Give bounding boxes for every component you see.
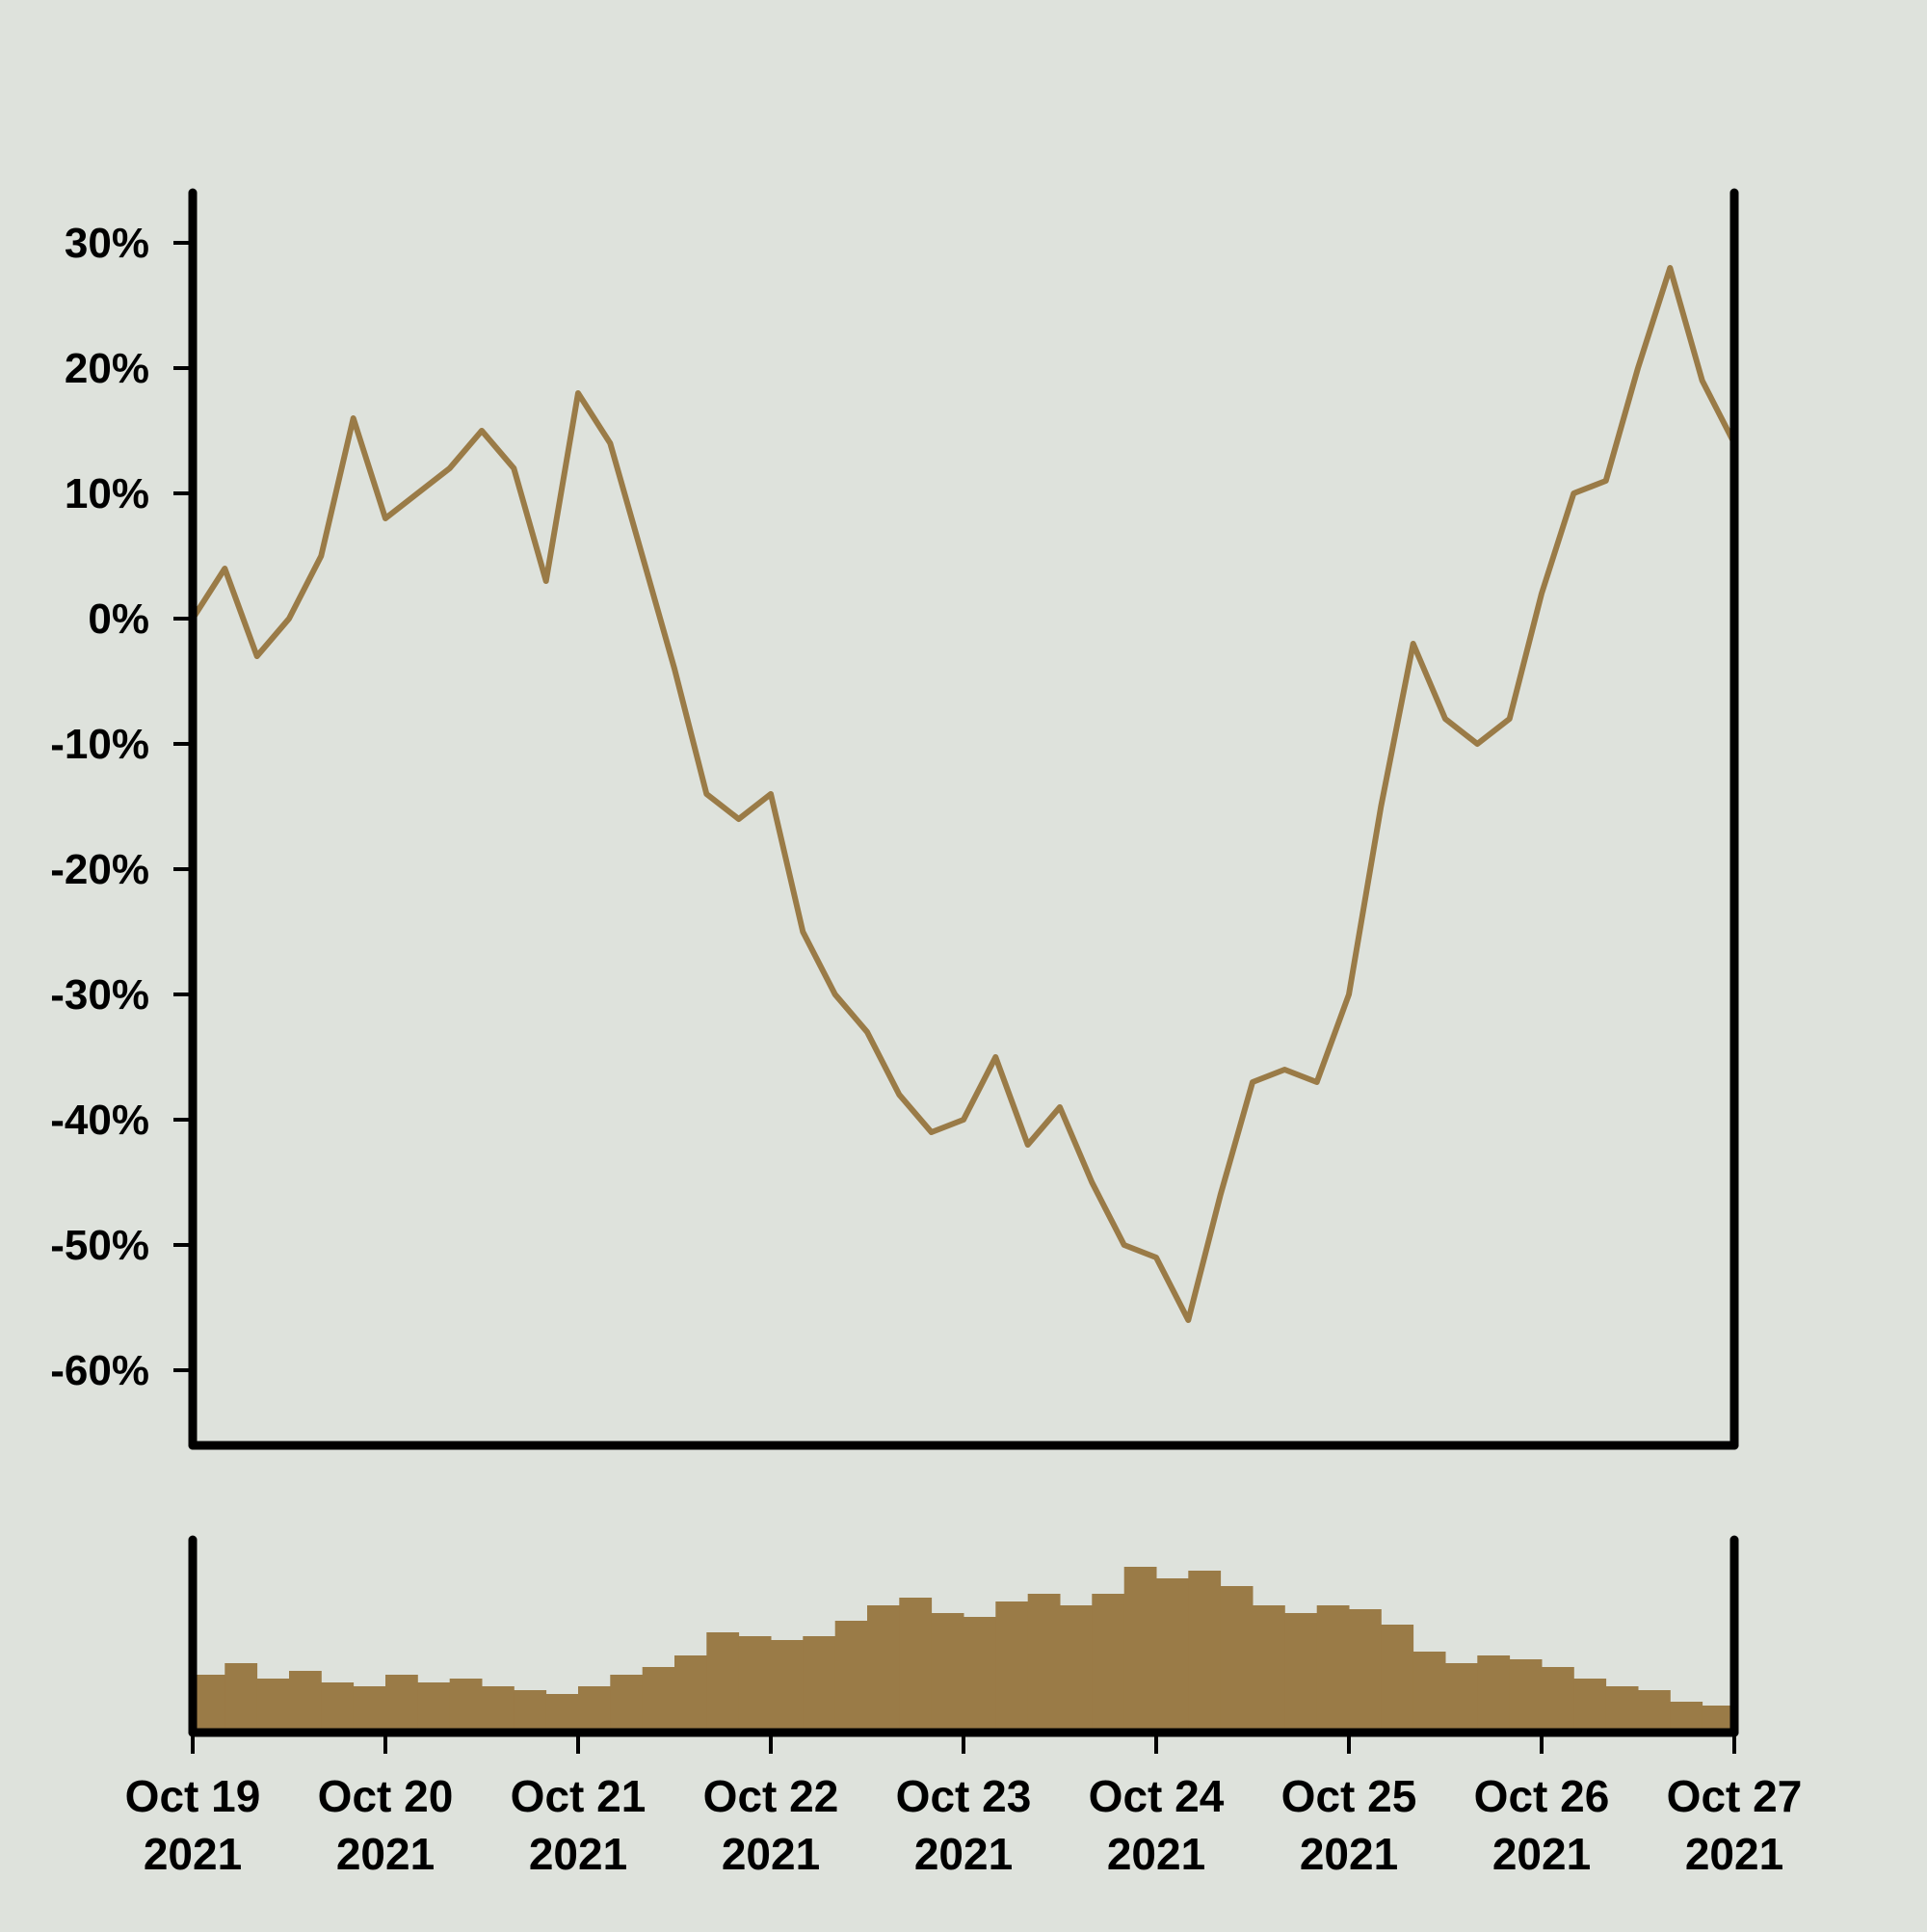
volume-bar: [578, 1686, 611, 1733]
volume-bar: [482, 1686, 515, 1733]
x-tick-label-date: Oct 21: [511, 1771, 647, 1821]
volume-bar: [706, 1632, 740, 1733]
volume-bar: [995, 1601, 1029, 1733]
x-tick-label-year: 2021: [1300, 1829, 1398, 1879]
x-tick-label-date: Oct 19: [125, 1771, 261, 1821]
volume-bar: [1253, 1605, 1285, 1733]
volume-bar: [1188, 1571, 1222, 1733]
price-line: [190, 265, 1737, 1323]
volume-bar: [674, 1655, 707, 1733]
x-tick-label-date: Oct 22: [703, 1771, 839, 1821]
y-tick-label: 0%: [88, 595, 149, 643]
volume-bar: [385, 1675, 418, 1733]
volume-bar: [771, 1640, 804, 1733]
volume-bar: [1092, 1594, 1125, 1733]
volume-bar: [738, 1636, 772, 1733]
volume-bar: [256, 1679, 290, 1733]
volume-bar: [1381, 1625, 1414, 1733]
volume-bar: [834, 1621, 868, 1733]
volume-bar: [514, 1690, 547, 1733]
volume-bar: [449, 1679, 483, 1733]
volume-bar: [417, 1682, 451, 1733]
volume-bar: [353, 1686, 386, 1733]
y-tick-label: 20%: [65, 345, 149, 392]
y-tick-label: -50%: [50, 1222, 149, 1269]
x-tick-label-year: 2021: [1685, 1829, 1783, 1879]
volume-bar: [964, 1617, 996, 1733]
volume-bar: [1509, 1659, 1543, 1733]
x-tick-label-date: Oct 26: [1474, 1771, 1610, 1821]
volume-bar: [224, 1663, 258, 1733]
x-tick-label-year: 2021: [529, 1829, 627, 1879]
volume-bar: [1123, 1567, 1157, 1733]
x-tick-label-year: 2021: [914, 1829, 1013, 1879]
volume-bar: [1156, 1578, 1189, 1733]
volume-bar: [1573, 1679, 1607, 1733]
volume-bar: [1027, 1594, 1061, 1733]
volume-bar: [321, 1682, 355, 1733]
x-tick-label-date: Oct 27: [1667, 1771, 1803, 1821]
volume-bar: [1060, 1605, 1093, 1733]
y-tick-label: 10%: [65, 470, 149, 517]
volume-bar: [1542, 1667, 1574, 1733]
y-tick-label: -30%: [50, 971, 149, 1019]
y-tick-label: -20%: [50, 846, 149, 893]
x-tick-label-year: 2021: [336, 1829, 435, 1879]
volume-bar: [1220, 1586, 1254, 1733]
x-tick-label-year: 2021: [144, 1829, 242, 1879]
x-tick-label-date: Oct 23: [896, 1771, 1032, 1821]
volume-bar: [289, 1671, 322, 1733]
volume-bar: [193, 1675, 225, 1733]
volume-bar: [1477, 1655, 1511, 1733]
y-tick-label: -60%: [50, 1347, 149, 1394]
x-tick-label-date: Oct 25: [1281, 1771, 1417, 1821]
volume-bar: [610, 1675, 644, 1733]
y-tick-label: -40%: [50, 1097, 149, 1144]
x-tick-label-date: Oct 24: [1089, 1771, 1225, 1821]
volume-bar: [1412, 1652, 1446, 1733]
volume-panel: Oct 19 2021 Oct 20 2021 Oct 21 2021 Oct 22 2021…: [125, 1535, 1803, 1879]
volume-bar: [803, 1636, 836, 1733]
x-tick-label-year: 2021: [722, 1829, 820, 1879]
x-tick-label-date: Oct 20: [318, 1771, 454, 1821]
volume-bar: [642, 1667, 675, 1733]
volume-bar: [899, 1598, 933, 1733]
volume-bar: [1445, 1663, 1478, 1733]
volume-bar: [1605, 1686, 1639, 1733]
volume-bar: [545, 1694, 579, 1733]
volume-bar: [867, 1605, 900, 1733]
x-tick-label-year: 2021: [1492, 1829, 1591, 1879]
x-tick-label-year: 2021: [1107, 1829, 1205, 1879]
volume-bar: [1349, 1609, 1382, 1733]
volume-bar: [1702, 1706, 1735, 1733]
y-tick-label: 30%: [65, 220, 149, 267]
volume-bar: [1638, 1690, 1671, 1733]
volume-bar: [931, 1613, 964, 1733]
volume-bar: [1316, 1605, 1350, 1733]
y-tick-label: -10%: [50, 721, 149, 768]
volume-bar: [1284, 1613, 1318, 1733]
volume-bar: [1670, 1702, 1703, 1733]
price-panel: 30% 20% 10% 0% -10% -20% -30% -40% -50% -60%: [50, 188, 1739, 1450]
